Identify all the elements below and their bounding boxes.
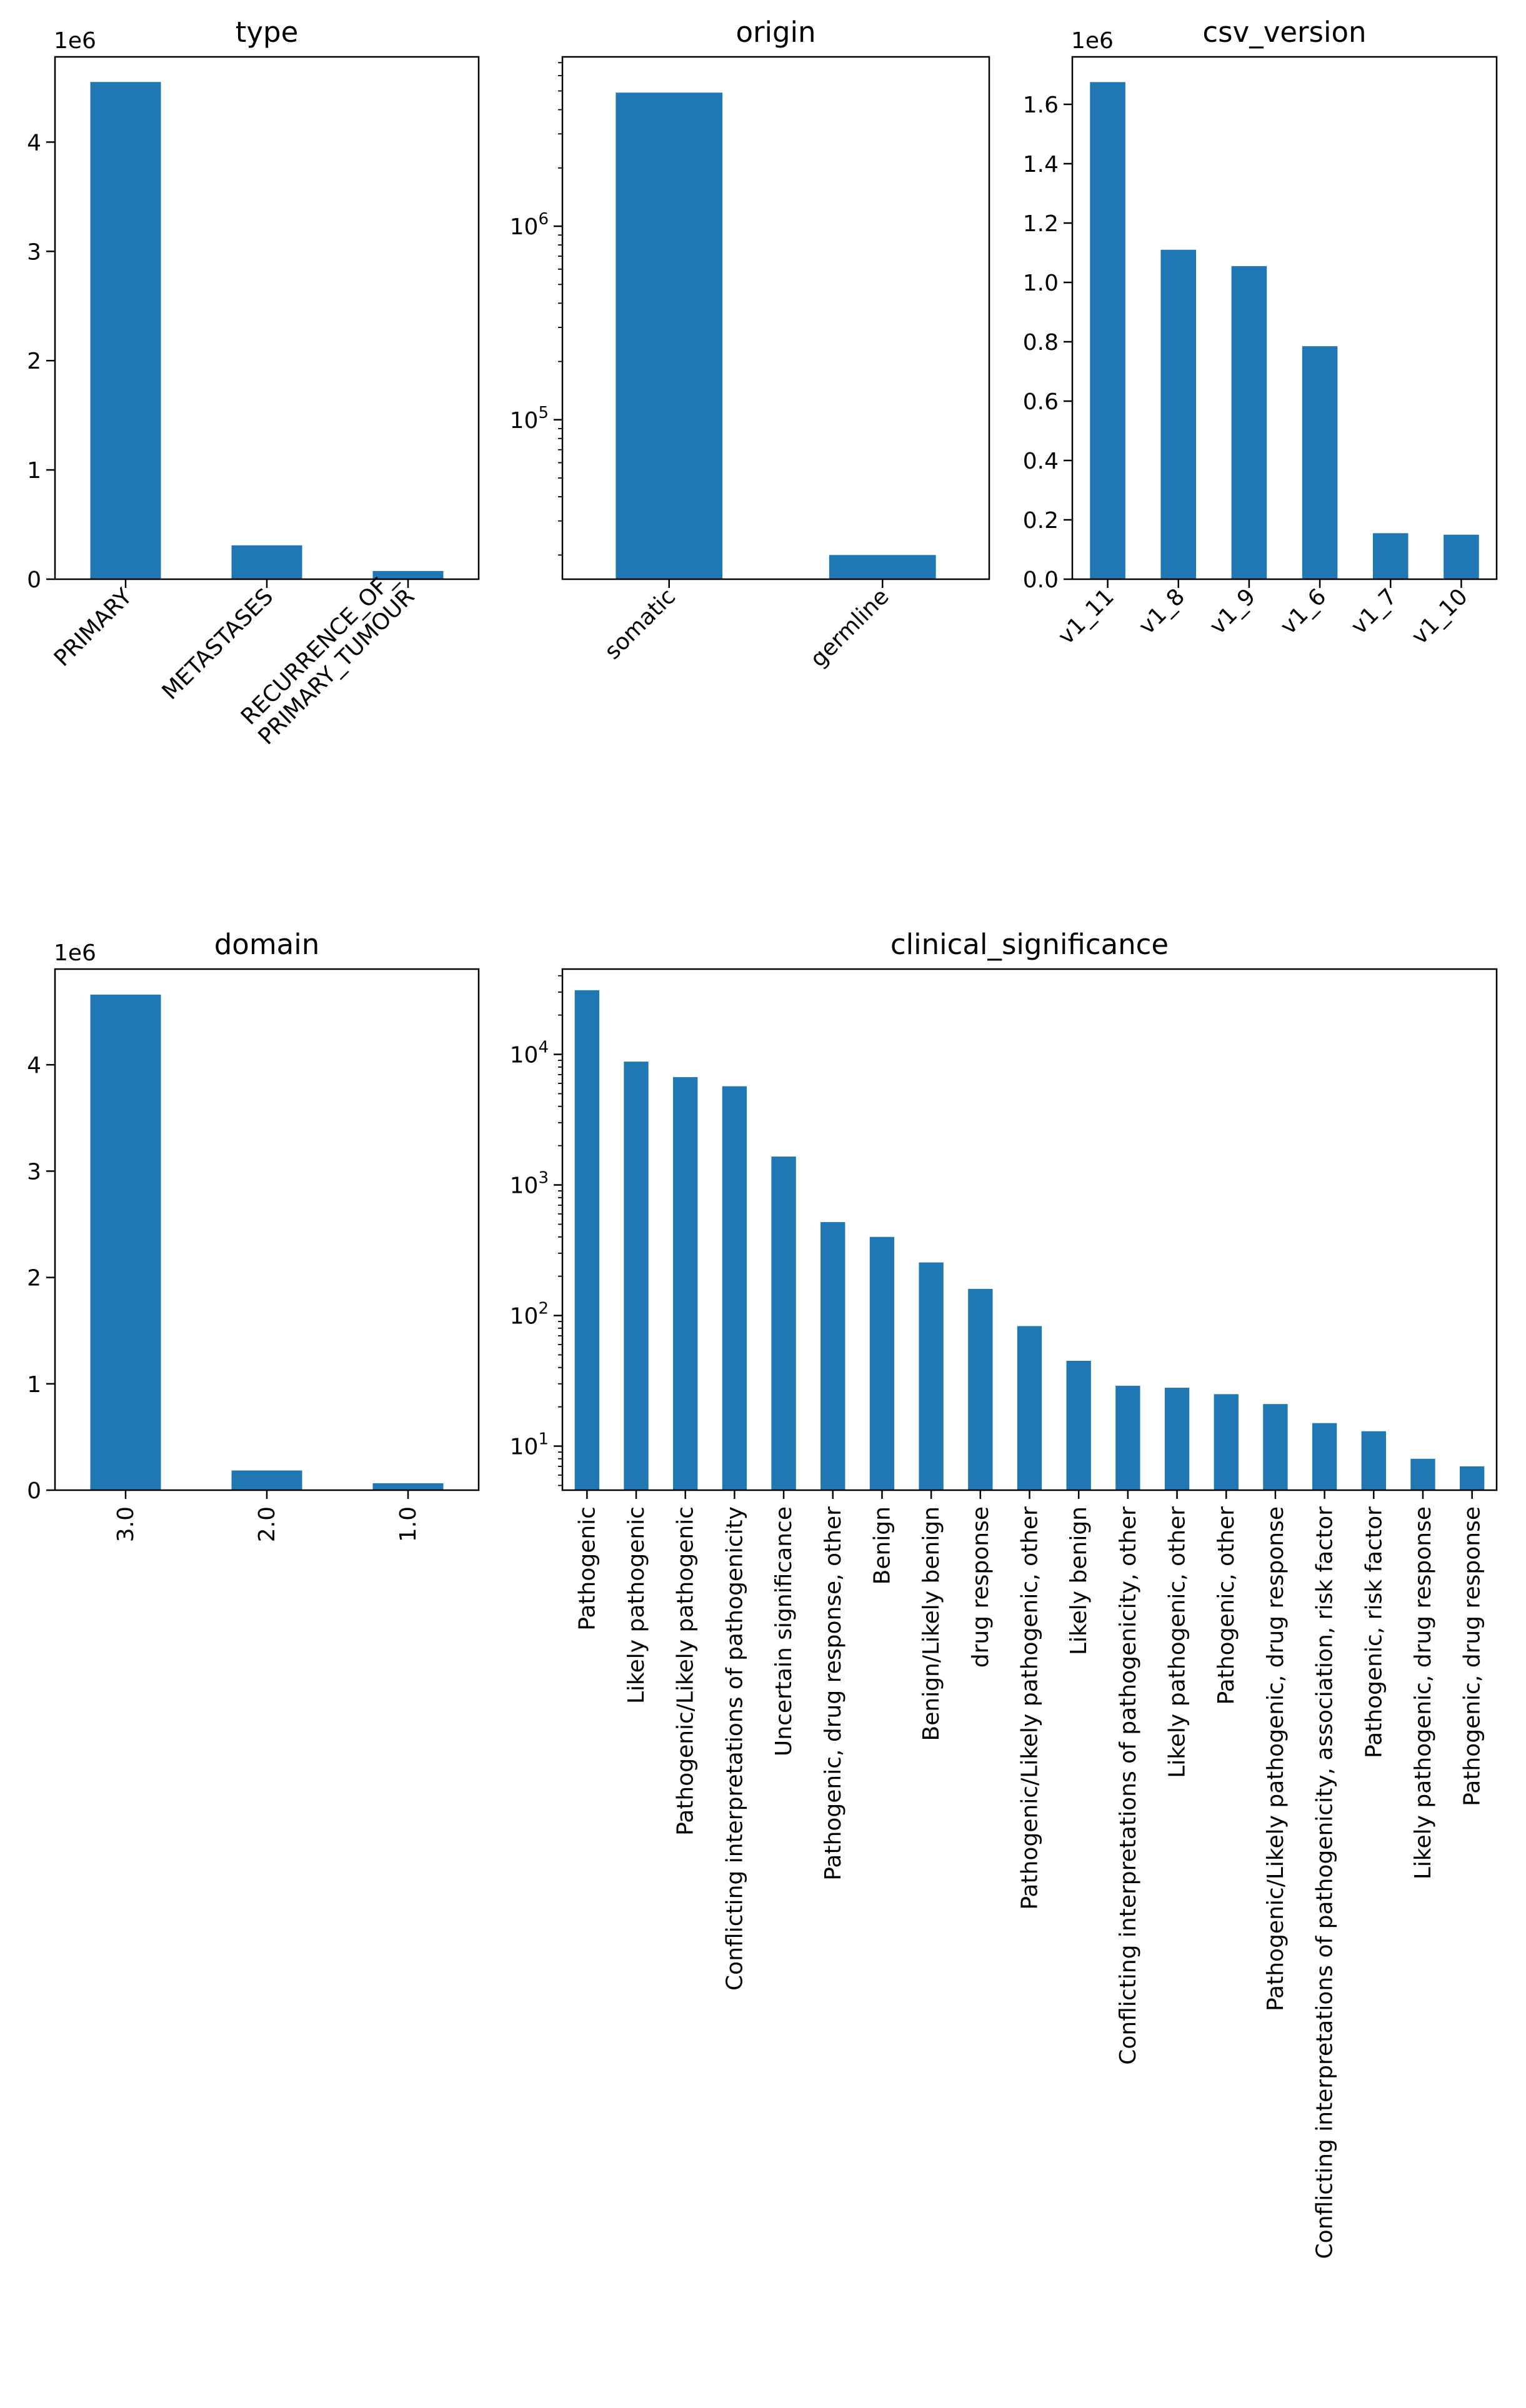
x-tick-label-clinical-significance: Likely pathogenic, drug response xyxy=(1410,1506,1436,1879)
axes-frame-origin xyxy=(561,56,990,580)
bar-clinical-significance-uncertain-significance xyxy=(771,1157,796,1490)
y-tick-label: 1.2 xyxy=(1023,211,1059,237)
x-tick-label-domain: 2.0 xyxy=(254,1506,280,1542)
y-tick-label: 4 xyxy=(27,130,41,156)
x-tick-label-clinical-significance: Pathogenic, drug response, other xyxy=(820,1506,846,1881)
bar-clinical-significance-benign-likely-benign xyxy=(919,1262,944,1490)
chart-title-csv-version: csv_version xyxy=(1202,16,1366,49)
bar-clinical-significance-pathogenic-likely-pathogenic-drug-response xyxy=(1263,1404,1288,1490)
y-tick-label: 106 xyxy=(510,210,549,240)
y-tick-label: 0.4 xyxy=(1023,449,1059,474)
bar-domain-1-0 xyxy=(372,1483,444,1490)
x-tick-label-clinical-significance: Conflicting interpretations of pathogeni… xyxy=(1312,1506,1338,2259)
chart-domain: domain 1e6 0 1 2 3 4 3.0 2.0 1.0 xyxy=(27,928,480,1542)
x-tick-label-clinical-significance: drug response xyxy=(968,1506,994,1668)
y-tick-label: 0.6 xyxy=(1023,389,1059,415)
x-tick-label-clinical-significance: Pathogenic, other xyxy=(1214,1506,1239,1705)
y-offset-label-domain: 1e6 xyxy=(54,940,96,966)
bar-clinical-significance-pathogenic-other xyxy=(1214,1394,1239,1490)
x-tick-label-clinical-significance: Pathogenic, drug response xyxy=(1460,1506,1485,1806)
bar-type-primary xyxy=(90,82,161,580)
x-tick-label-clinical-significance: Benign xyxy=(869,1506,895,1585)
y-tick-label: 1 xyxy=(27,1372,41,1398)
bar-csv-version-v1-10 xyxy=(1444,534,1479,579)
x-tick-label-domain: 1.0 xyxy=(396,1506,421,1542)
bar-csv-version-v1-9 xyxy=(1231,266,1267,579)
bar-clinical-significance-pathogenic-drug-response-other xyxy=(820,1221,845,1490)
y-tick-label: 101 xyxy=(510,1430,549,1460)
y-tick-label: 3 xyxy=(27,239,41,265)
y-tick-label: 1.6 xyxy=(1023,92,1059,118)
x-tick-label-clinical-significance: Pathogenic, risk factor xyxy=(1361,1506,1387,1758)
bar-clinical-significance-likely-pathogenic-drug-response xyxy=(1410,1458,1435,1490)
x-tick-label-clinical-significance: Conflicting interpretations of pathogeni… xyxy=(722,1506,747,1991)
x-tick-label-clinical-significance: Likely pathogenic xyxy=(624,1506,649,1704)
x-tick-label-domain: 3.0 xyxy=(113,1506,139,1542)
bar-clinical-significance-conflicting-interpretations-of-pathogenicity-other xyxy=(1115,1385,1140,1490)
x-tick-label-clinical-significance: Benign/Likely benign xyxy=(919,1506,944,1741)
bar-csv-version-v1-8 xyxy=(1160,249,1197,579)
chart-title-domain: domain xyxy=(214,928,320,961)
x-tick-label-clinical-significance: Likely pathogenic, other xyxy=(1165,1506,1190,1778)
bar-clinical-significance-pathogenic-drug-response xyxy=(1459,1466,1485,1490)
y-tick-label: 0.8 xyxy=(1023,330,1059,356)
y-tick-label: 4 xyxy=(27,1053,41,1078)
bar-clinical-significance-likely-benign xyxy=(1066,1361,1091,1490)
chart-title-origin: origin xyxy=(736,16,815,49)
x-tick-label-clinical-significance: Pathogenic/Likely pathogenic xyxy=(673,1506,699,1836)
bar-clinical-significance-benign xyxy=(869,1236,895,1490)
y-offset-label-csv-version: 1e6 xyxy=(1071,28,1114,54)
x-tick-label-clinical-significance: Uncertain significance xyxy=(771,1506,797,1756)
y-tick-label: 1.0 xyxy=(1023,271,1059,296)
y-tick-label: 0 xyxy=(27,1478,41,1504)
x-tick-label-clinical-significance: Pathogenic/Likely pathogenic, drug respo… xyxy=(1263,1506,1289,2011)
x-tick-label-clinical-significance: Likely benign xyxy=(1066,1506,1092,1655)
bar-clinical-significance-conflicting-interpretations-of-pathogenicity-association-risk-factor xyxy=(1312,1423,1337,1490)
y-tick-label: 0 xyxy=(27,567,41,593)
bar-clinical-significance-pathogenic-likely-pathogenic-other xyxy=(1017,1326,1042,1490)
chart-title-clinical-significance: clinical_significance xyxy=(890,928,1169,961)
bar-clinical-significance-likely-pathogenic xyxy=(624,1062,649,1490)
bar-clinical-significance-drug-response xyxy=(968,1288,993,1490)
bar-csv-version-v1-11 xyxy=(1090,82,1125,580)
bar-type-recurrence-of-primary-tumour xyxy=(372,570,444,579)
y-tick-label: 102 xyxy=(510,1300,549,1330)
y-tick-label: 3 xyxy=(27,1159,41,1185)
x-tick-label-clinical-significance: Pathogenic/Likely pathogenic, other xyxy=(1017,1506,1043,1910)
y-tick-label: 0.0 xyxy=(1023,567,1059,593)
bar-clinical-significance-pathogenic-likely-pathogenic xyxy=(673,1077,698,1490)
y-tick-label: 2 xyxy=(27,349,41,374)
y-tick-label: 1.4 xyxy=(1023,152,1059,177)
y-tick-label: 103 xyxy=(510,1169,549,1199)
bar-clinical-significance-pathogenic xyxy=(574,990,600,1490)
y-tick-label: 105 xyxy=(510,404,549,434)
chart-title-type: type xyxy=(236,16,299,49)
axes-frame-csv-version xyxy=(1071,56,1498,580)
y-tick-label: 2 xyxy=(27,1266,41,1291)
y-tick-label: 1 xyxy=(27,458,41,484)
chart-clinical-significance: clinical_significance 101 102 103 104 Pathoge… xyxy=(510,928,1498,2259)
y-tick-label: 0.2 xyxy=(1023,508,1059,534)
bar-csv-version-v1-6 xyxy=(1302,346,1338,580)
y-offset-label-type: 1e6 xyxy=(54,28,96,54)
y-tick-label: 104 xyxy=(510,1038,549,1068)
bar-origin-somatic xyxy=(616,92,723,579)
bar-clinical-significance-pathogenic-risk-factor xyxy=(1361,1431,1386,1490)
bar-clinical-significance-conflicting-interpretations-of-pathogenicity xyxy=(722,1086,747,1490)
x-tick-label-clinical-significance: Pathogenic xyxy=(574,1506,600,1631)
bar-type-metastases xyxy=(231,545,302,579)
bar-domain-2-0 xyxy=(231,1470,302,1490)
bar-csv-version-v1-7 xyxy=(1372,533,1409,580)
bar-clinical-significance-likely-pathogenic-other xyxy=(1164,1388,1190,1490)
bar-origin-germline xyxy=(829,555,936,579)
bar-domain-3-0 xyxy=(90,994,161,1490)
x-tick-label-clinical-significance: Conflicting interpretations of pathogeni… xyxy=(1115,1506,1141,2065)
